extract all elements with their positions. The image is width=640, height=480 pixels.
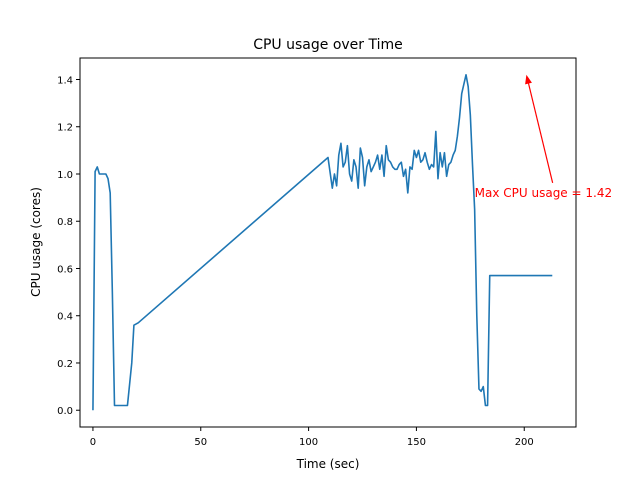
y-tick-label: 1.4	[57, 75, 73, 86]
x-tick-label: 100	[299, 437, 318, 448]
chart-title: CPU usage over Time	[253, 37, 403, 53]
y-tick-label: 1.2	[57, 123, 73, 134]
y-tick-label: 0.8	[57, 217, 73, 228]
x-tick-label: 0	[90, 437, 96, 448]
plot-area-frame	[79, 57, 577, 428]
cpu-usage-line	[92, 73, 553, 411]
y-tick-label: 0.0	[57, 406, 73, 417]
y-axis-ticks: 0.0 0.2 0.4 0.6 0.8 1.0 1.2 1.4	[57, 75, 80, 417]
annotation-arrow-line	[527, 83, 554, 184]
y-tick-label: 1.0	[57, 170, 73, 181]
annotation-arrow-head	[525, 74, 532, 85]
y-tick-label: 0.6	[57, 264, 73, 275]
x-tick-label: 150	[407, 437, 426, 448]
max-cpu-annotation: Max CPU usage = 1.42	[475, 186, 612, 200]
x-axis-label: Time (sec)	[296, 457, 360, 471]
x-axis-ticks: 0 50 100 150 200	[90, 427, 534, 448]
x-tick-label: 200	[515, 437, 534, 448]
y-axis-label: CPU usage (cores)	[29, 187, 43, 297]
y-tick-label: 0.2	[57, 359, 73, 370]
y-tick-label: 0.4	[57, 312, 73, 323]
x-tick-label: 50	[194, 437, 207, 448]
